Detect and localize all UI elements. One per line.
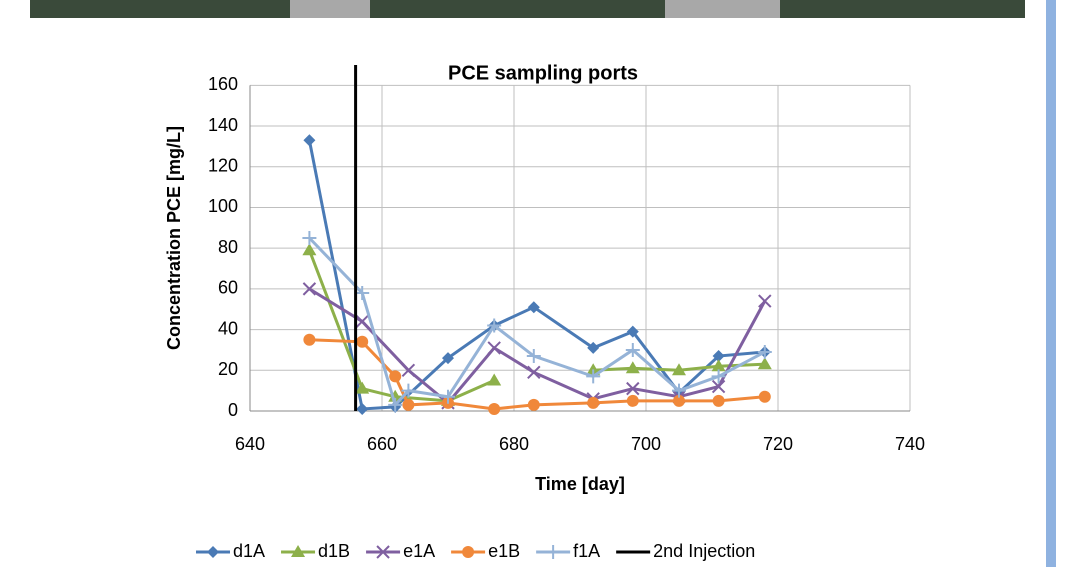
photo-post <box>290 0 370 18</box>
marker <box>526 349 541 364</box>
marker <box>441 389 455 404</box>
marker <box>586 369 601 384</box>
marker <box>355 381 370 394</box>
marker <box>626 381 640 396</box>
marker <box>302 243 317 256</box>
marker <box>302 282 317 296</box>
marker <box>376 545 390 559</box>
marker <box>207 546 219 558</box>
marker <box>401 383 416 398</box>
marker <box>302 231 317 245</box>
marker <box>355 314 369 329</box>
marker <box>546 545 561 559</box>
marker <box>356 335 369 348</box>
legend-item: 2nd Injection <box>616 541 755 561</box>
y-axis-label: Concentration PCE [mg/L] <box>164 126 184 350</box>
legend-item: e1B <box>451 541 520 561</box>
marker <box>527 301 540 314</box>
marker <box>401 363 416 378</box>
photo-strip <box>30 0 1025 18</box>
marker <box>487 341 501 355</box>
marker <box>757 357 772 370</box>
marker <box>388 389 403 402</box>
marker <box>711 379 726 394</box>
marker <box>712 394 725 407</box>
marker <box>462 546 475 558</box>
marker <box>355 285 370 300</box>
marker <box>527 365 541 380</box>
marker <box>303 333 316 346</box>
y-tick-label: 120 <box>208 156 238 176</box>
legend-item: d1B <box>281 541 350 561</box>
series <box>302 231 772 412</box>
x-tick-label: 700 <box>631 434 661 454</box>
marker <box>389 370 402 383</box>
marker <box>487 318 502 333</box>
marker <box>487 373 502 386</box>
x-tick-label: 740 <box>895 434 925 454</box>
x-tick-label: 640 <box>235 434 265 454</box>
legend-label: e1B <box>488 541 520 561</box>
x-tick-label: 660 <box>367 434 397 454</box>
x-tick-label: 720 <box>763 434 793 454</box>
legend-label: e1A <box>403 541 435 561</box>
marker <box>626 394 639 407</box>
marker <box>672 363 686 376</box>
series-line <box>309 338 765 411</box>
marker <box>442 352 454 365</box>
x-axis-label: Time [day] <box>535 474 625 494</box>
y-tick-label: 160 <box>208 74 238 94</box>
marker <box>758 294 772 308</box>
marker <box>626 325 639 338</box>
marker <box>672 383 686 398</box>
marker <box>758 390 771 403</box>
marker <box>625 342 640 357</box>
marker <box>711 359 726 372</box>
side-bar <box>1046 0 1056 567</box>
y-tick-label: 20 <box>218 359 238 379</box>
chart-title: PCE sampling ports <box>448 62 638 84</box>
marker <box>673 394 685 407</box>
marker <box>356 402 369 415</box>
marker <box>757 344 772 359</box>
y-tick-label: 100 <box>208 196 238 216</box>
y-tick-label: 40 <box>218 318 238 338</box>
legend-item: e1A <box>366 541 435 561</box>
x-tick-label: 680 <box>499 434 529 454</box>
legend-item: d1A <box>196 541 265 561</box>
marker <box>711 369 726 384</box>
legend-label: d1A <box>233 541 265 561</box>
marker <box>587 396 600 409</box>
series <box>303 333 771 415</box>
marker <box>527 398 540 411</box>
photo-post <box>665 0 780 18</box>
legend-label: d1B <box>318 541 350 561</box>
series-line <box>308 236 766 408</box>
legend-item: f1A <box>536 541 600 561</box>
marker <box>303 134 316 147</box>
marker <box>712 350 725 363</box>
y-tick-label: 80 <box>218 237 238 257</box>
y-tick-label: 140 <box>208 115 238 135</box>
marker <box>402 398 415 411</box>
y-tick-label: 60 <box>218 278 238 298</box>
y-tick-label: 0 <box>228 400 238 420</box>
legend-label: f1A <box>573 541 600 561</box>
marker <box>291 545 306 557</box>
marker <box>587 341 600 354</box>
marker <box>488 402 501 415</box>
legend-label: 2nd Injection <box>653 541 755 561</box>
marker <box>388 397 403 412</box>
marker <box>625 361 640 374</box>
